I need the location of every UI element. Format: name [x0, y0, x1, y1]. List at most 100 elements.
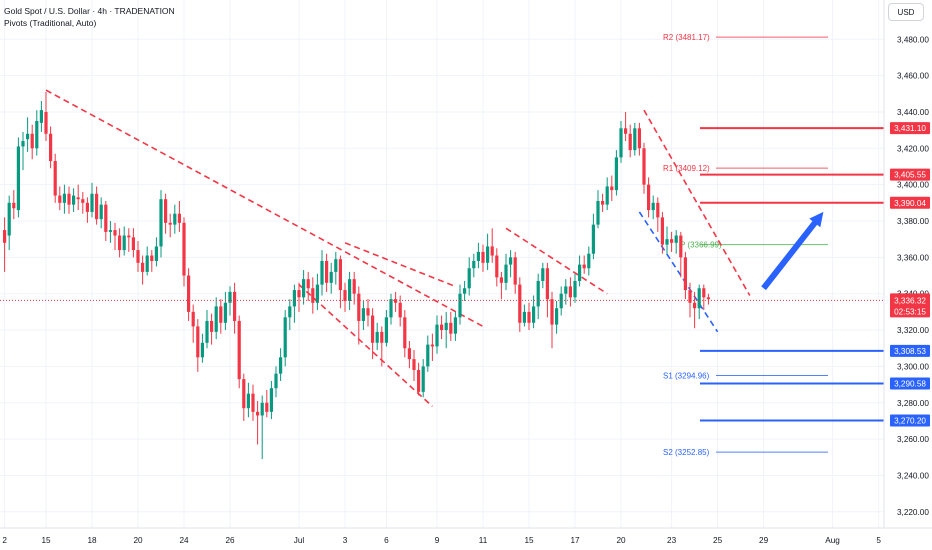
candle-body	[688, 290, 692, 303]
x-tick-label: Jul	[294, 536, 305, 545]
candle-body	[407, 348, 411, 360]
candle	[541, 262, 545, 289]
candle-body	[670, 239, 674, 243]
candle-body	[99, 204, 103, 220]
candle	[536, 273, 540, 320]
candle-body	[288, 306, 292, 318]
candle	[168, 213, 172, 238]
candle-body	[637, 128, 641, 149]
candle-body	[472, 260, 476, 269]
candle	[463, 280, 467, 301]
candle	[642, 142, 646, 194]
candle-body	[421, 366, 425, 392]
candle	[26, 117, 30, 152]
candle-body	[366, 308, 370, 316]
candle	[564, 279, 568, 305]
candle	[532, 295, 536, 329]
candle-body	[647, 184, 651, 211]
candle-body	[509, 257, 513, 265]
candle-body	[297, 290, 301, 298]
x-tick-label: 23	[667, 536, 677, 545]
candle	[366, 299, 370, 327]
candle-body	[154, 246, 158, 261]
candle	[214, 297, 218, 340]
candle-body	[269, 388, 273, 412]
candle	[486, 233, 490, 271]
candle-body	[191, 311, 195, 327]
x-tick-label: 18	[87, 536, 97, 545]
candle-body	[3, 230, 7, 243]
candle-body	[159, 199, 163, 247]
candle-body	[62, 193, 66, 203]
y-tick-label: 3,360.00	[897, 253, 929, 262]
chart-grid	[0, 0, 884, 528]
down-trendline	[298, 284, 433, 407]
candle-body	[624, 128, 628, 134]
candle-body	[325, 260, 329, 283]
candle	[30, 124, 34, 160]
candle-body	[361, 308, 365, 321]
level-price-label: 3,390.04	[894, 199, 926, 208]
y-tick-label: 3,300.00	[897, 362, 929, 371]
candle-body	[348, 279, 352, 301]
candle	[53, 153, 57, 203]
candle	[435, 315, 439, 354]
candle-body	[131, 237, 135, 251]
candle-body	[444, 322, 448, 331]
currency-button[interactable]: USD	[888, 3, 924, 21]
candle	[504, 253, 508, 291]
candle-body	[67, 193, 71, 205]
candle	[559, 286, 563, 316]
candle-body	[697, 288, 701, 309]
candle	[697, 284, 701, 320]
x-tick-label: Aug	[825, 536, 840, 545]
candle	[44, 91, 48, 142]
candle-body	[633, 128, 637, 151]
candle-body	[458, 293, 462, 318]
candle-body	[302, 279, 306, 298]
x-tick-label: 2	[2, 536, 7, 545]
candle	[279, 348, 283, 381]
time-axis: 2 15 18 20 24 26 Jul 3 6 9 11 15 17 20 23 25 29 Aug 5	[0, 527, 932, 545]
horizontal-levels	[700, 127, 884, 422]
candle	[237, 315, 241, 389]
candle-body	[513, 257, 517, 285]
y-tick-label: 3,380.00	[897, 217, 929, 226]
candle	[292, 284, 296, 323]
candle	[407, 340, 411, 369]
candle	[154, 237, 158, 267]
x-tick-label: 3	[343, 536, 348, 545]
candle-body	[334, 259, 338, 272]
candle-body	[430, 344, 434, 347]
candle-body	[435, 324, 439, 347]
current-price-tag	[890, 293, 930, 318]
candle	[187, 268, 191, 321]
candle-body	[610, 186, 614, 191]
x-tick-label: 20	[616, 536, 626, 545]
pivot-levels: R2 (3481.17) R1 (3409.12) P (3366.99) S1 (3…	[663, 33, 828, 457]
candle	[555, 300, 559, 334]
candle-body	[495, 255, 499, 278]
candle-body	[311, 288, 315, 303]
candle-body	[104, 204, 108, 232]
candle	[191, 304, 195, 343]
candle-body	[16, 146, 20, 211]
candle	[164, 193, 168, 234]
down-trendline	[643, 109, 751, 296]
candle	[458, 284, 462, 325]
trendlines	[45, 89, 751, 407]
candle	[205, 310, 209, 349]
candle	[647, 177, 651, 218]
candle	[670, 231, 674, 252]
candle	[633, 122, 637, 156]
candle	[384, 310, 388, 347]
candle	[403, 310, 407, 358]
x-tick-label: 24	[179, 536, 189, 545]
candle	[412, 350, 416, 381]
candle-body	[283, 317, 287, 358]
candle	[16, 137, 20, 218]
candle	[90, 182, 94, 218]
candle-body	[417, 370, 421, 392]
level-price-label: 3,405.55	[894, 171, 926, 180]
